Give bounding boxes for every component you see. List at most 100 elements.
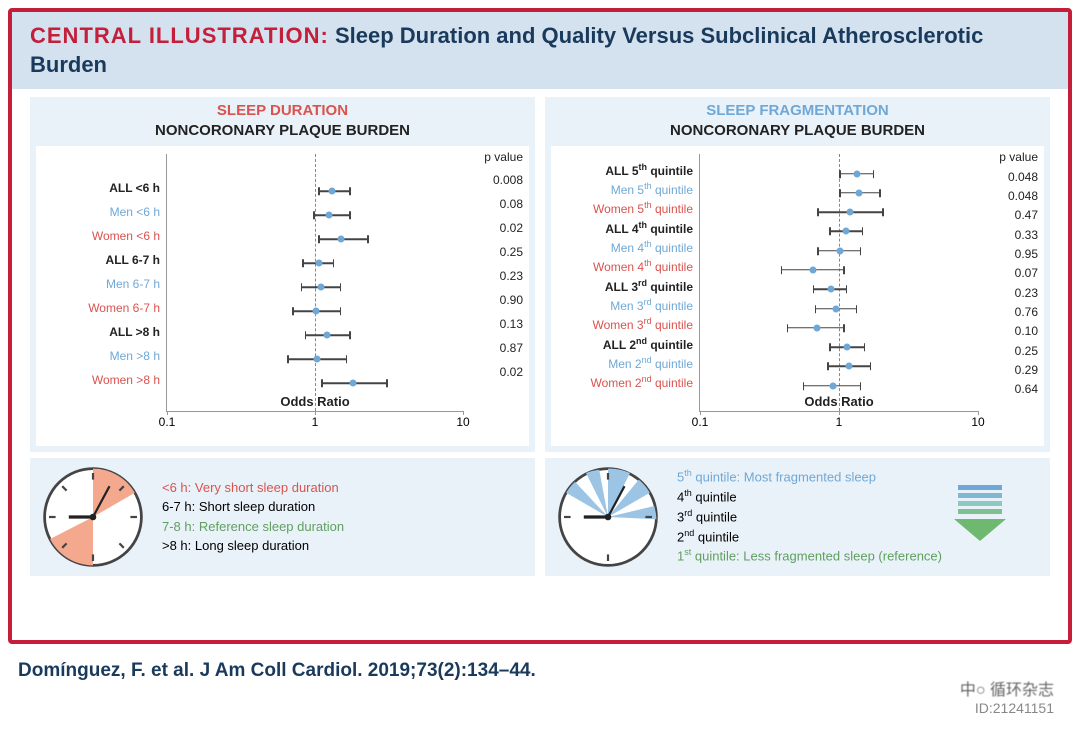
row-label: ALL 5th quintile <box>555 158 693 177</box>
point-estimate <box>316 260 323 267</box>
watermark-line2: ID:21241151 <box>960 700 1054 716</box>
row-label: Women 2nd quintile <box>555 370 693 389</box>
left-panel-title: SLEEP DURATION NONCORONARY PLAQUE BURDEN <box>36 101 529 142</box>
panels-row: SLEEP DURATION NONCORONARY PLAQUE BURDEN… <box>12 89 1068 456</box>
point-estimate <box>842 228 849 235</box>
row-label: Women 5th quintile <box>555 196 693 215</box>
p-value: 0.08 <box>469 192 523 216</box>
right-plot-area: Odds Ratio 0.1110 <box>699 154 978 412</box>
point-estimate <box>827 286 834 293</box>
watermark-line1: 中○ 循环杂志 <box>960 676 1054 700</box>
p-value: 0.25 <box>469 240 523 264</box>
p-value: 0.07 <box>984 264 1038 283</box>
citation-text: Domínguez, F. et al. J Am Coll Cardiol. … <box>0 652 1080 682</box>
legend-line: >8 h: Long sleep duration <box>162 536 344 556</box>
row-label: Men 2nd quintile <box>555 351 693 370</box>
header-prefix: CENTRAL ILLUSTRATION: <box>30 23 329 48</box>
left-row-labels: ALL <6 hMen <6 hWomen <6 hALL 6-7 hMen 6… <box>36 146 166 446</box>
row-label: ALL >8 h <box>40 320 160 344</box>
point-estimate <box>837 247 844 254</box>
p-value: 0.76 <box>984 303 1038 322</box>
p-value: 0.33 <box>984 226 1038 245</box>
p-value: 0.13 <box>469 312 523 336</box>
legend-line: 6-7 h: Short sleep duration <box>162 497 344 517</box>
p-value: 0.47 <box>984 206 1038 225</box>
clock-icon <box>553 462 663 572</box>
left-pvalues: p value 0.0080.080.020.250.230.900.130.8… <box>467 146 529 446</box>
figure-frame: CENTRAL ILLUSTRATION: Sleep Duration and… <box>8 8 1072 644</box>
right-pvalues: p value 0.0480.0480.470.330.950.070.230.… <box>982 146 1044 446</box>
row-label: ALL 4th quintile <box>555 216 693 235</box>
point-estimate <box>809 266 816 273</box>
point-estimate <box>832 305 839 312</box>
row-label: Men 4th quintile <box>555 235 693 254</box>
pvalue-header: p value <box>469 150 523 164</box>
legend-line: <6 h: Very short sleep duration <box>162 478 344 498</box>
right-row-labels: ALL 5th quintileMen 5th quintileWomen 5t… <box>551 146 699 446</box>
p-value: 0.02 <box>469 360 523 384</box>
left-legend-text: <6 h: Very short sleep duration6-7 h: Sh… <box>162 478 344 556</box>
p-value: 0.10 <box>984 322 1038 341</box>
point-estimate <box>323 332 330 339</box>
left-legend: <6 h: Very short sleep duration6-7 h: Sh… <box>30 458 535 576</box>
x-tick: 1 <box>836 415 843 429</box>
point-estimate <box>829 382 836 389</box>
gradient-arrow-icon <box>950 481 1010 553</box>
point-estimate <box>328 188 335 195</box>
right-legend: 5th quintile: Most fragmented sleep4th q… <box>545 458 1050 576</box>
right-forest-plot: ALL 5th quintileMen 5th quintileWomen 5t… <box>551 146 1044 446</box>
p-value: 0.95 <box>984 245 1038 264</box>
row-label: Women 6-7 h <box>40 296 160 320</box>
point-estimate <box>318 284 325 291</box>
point-estimate <box>856 189 863 196</box>
x-tick: 10 <box>971 415 984 429</box>
legend-line: 3rd quintile <box>677 507 942 527</box>
p-value: 0.008 <box>469 168 523 192</box>
row-label: ALL <6 h <box>40 176 160 200</box>
row-label: Men 5th quintile <box>555 177 693 196</box>
p-value: 0.25 <box>984 342 1038 361</box>
reference-line <box>315 154 316 411</box>
x-tick: 10 <box>456 415 469 429</box>
point-estimate <box>349 380 356 387</box>
left-forest-plot: ALL <6 hMen <6 hWomen <6 hALL 6-7 hMen 6… <box>36 146 529 446</box>
p-value: 0.23 <box>984 284 1038 303</box>
row-label: Men >8 h <box>40 344 160 368</box>
legend-line: 5th quintile: Most fragmented sleep <box>677 467 942 487</box>
p-value: 0.048 <box>984 168 1038 187</box>
row-label: Women >8 h <box>40 368 160 392</box>
point-estimate <box>845 363 852 370</box>
point-estimate <box>814 324 821 331</box>
point-estimate <box>313 356 320 363</box>
legend-line: 1st quintile: Less fragmented sleep (ref… <box>677 546 942 566</box>
p-value: 0.64 <box>984 380 1038 399</box>
p-value: 0.048 <box>984 187 1038 206</box>
row-label: ALL 2nd quintile <box>555 332 693 351</box>
point-estimate <box>338 236 345 243</box>
row-label: ALL 6-7 h <box>40 248 160 272</box>
left-panel: SLEEP DURATION NONCORONARY PLAQUE BURDEN… <box>30 97 535 452</box>
point-estimate <box>844 344 851 351</box>
right-panel: SLEEP FRAGMENTATION NONCORONARY PLAQUE B… <box>545 97 1050 452</box>
x-tick: 1 <box>312 415 319 429</box>
legend-line: 2nd quintile <box>677 527 942 547</box>
left-plot-area: Odds Ratio 0.1110 <box>166 154 463 412</box>
point-estimate <box>847 209 854 216</box>
watermark: 中○ 循环杂志 ID:21241151 <box>960 676 1054 716</box>
row-label: ALL 3rd quintile <box>555 274 693 293</box>
x-tick: 0.1 <box>692 415 709 429</box>
legend-row: <6 h: Very short sleep duration6-7 h: Sh… <box>12 456 1068 582</box>
right-legend-text: 5th quintile: Most fragmented sleep4th q… <box>677 467 942 566</box>
point-estimate <box>313 308 320 315</box>
row-label: Women <6 h <box>40 224 160 248</box>
p-value: 0.02 <box>469 216 523 240</box>
p-value: 0.23 <box>469 264 523 288</box>
point-estimate <box>854 170 861 177</box>
row-label: Women 4th quintile <box>555 254 693 273</box>
row-label: Women 3rd quintile <box>555 312 693 331</box>
pvalue-header: p value <box>984 150 1038 164</box>
right-panel-title: SLEEP FRAGMENTATION NONCORONARY PLAQUE B… <box>551 101 1044 142</box>
row-label: Men <6 h <box>40 200 160 224</box>
point-estimate <box>326 212 333 219</box>
figure-header: CENTRAL ILLUSTRATION: Sleep Duration and… <box>12 12 1068 89</box>
